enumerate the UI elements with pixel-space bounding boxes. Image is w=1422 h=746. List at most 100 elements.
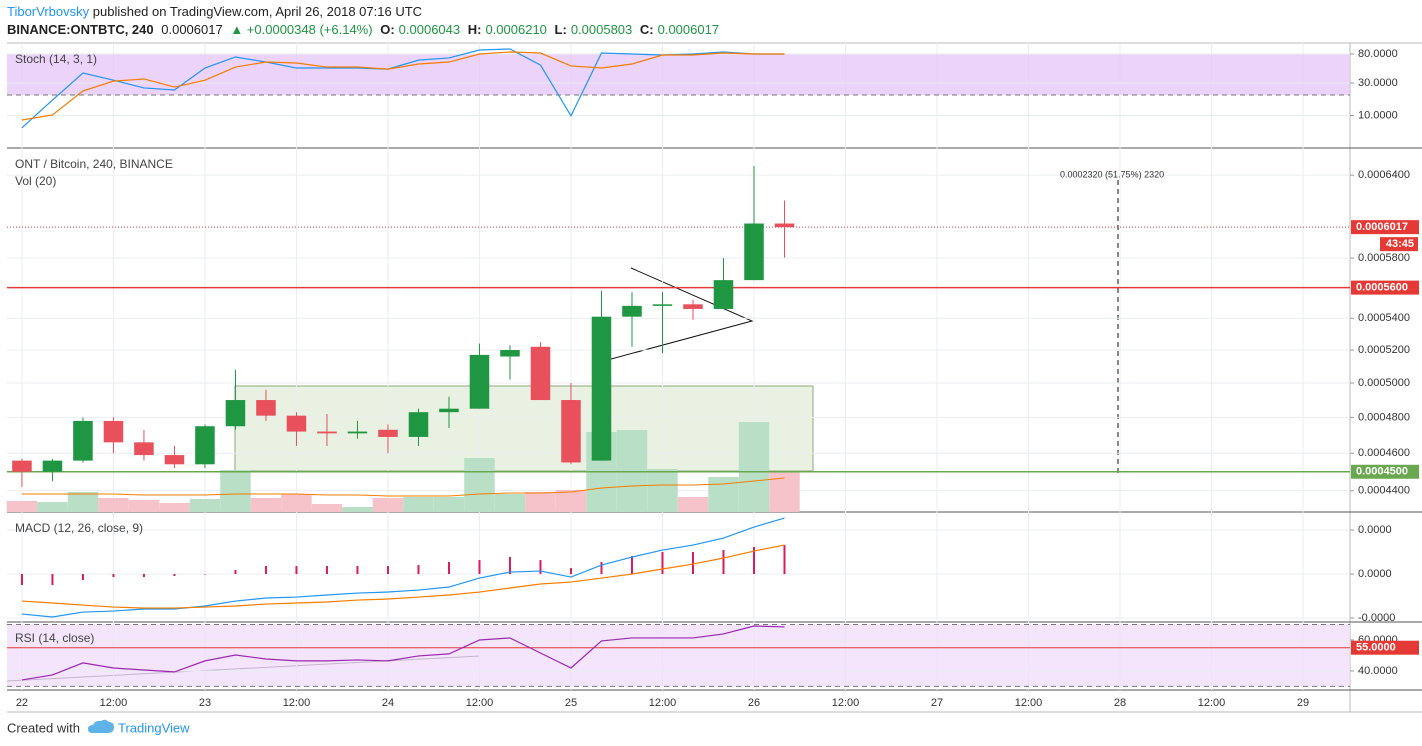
last-price-label: 0.0006017 <box>1356 221 1408 233</box>
header-line: TiborVrbovsky published on TradingView.c… <box>7 4 426 19</box>
volume-bar <box>189 499 221 512</box>
volume-bar <box>372 498 404 512</box>
candle-body <box>591 316 612 461</box>
histogram-bar <box>203 574 206 575</box>
candle-body <box>12 460 32 472</box>
series-line <box>21 544 785 609</box>
level-label: 0.0005600 <box>1356 282 1408 294</box>
histogram-bar <box>325 566 328 575</box>
published: published on TradingView.com, April 26, … <box>92 4 423 19</box>
ohlc-value: 0.0006043 <box>398 22 461 37</box>
histogram-bar <box>478 560 481 575</box>
measure-annotation: 0.0002320 (51.75%) 2320 <box>1060 169 1164 179</box>
x-tick-label: 12:00 <box>1198 697 1226 709</box>
y-tick-label: 0.0005400 <box>1358 312 1410 324</box>
logo-icon <box>88 719 114 733</box>
x-tick-label: 24 <box>382 697 394 709</box>
volume-bar <box>281 494 312 512</box>
last-price-box <box>1351 220 1419 235</box>
pane-title: Stoch (14, 3, 1) <box>15 52 97 66</box>
histogram-bar <box>539 560 542 575</box>
candle-body <box>561 400 581 463</box>
series-line <box>21 51 785 121</box>
y-tick-label: 30.0000 <box>1358 77 1398 89</box>
x-tick-label: 12:00 <box>100 697 128 709</box>
y-tick-label: -0.0000 <box>1358 612 1395 624</box>
y-tick-label: 0.0000 <box>1358 568 1392 580</box>
histogram-bar <box>112 574 115 578</box>
histogram-bar <box>386 566 389 575</box>
x-tick-label: 12:00 <box>466 697 494 709</box>
volume-bar <box>37 502 68 512</box>
level-label-box <box>1351 280 1419 295</box>
countdown-label: 43:45 <box>1386 238 1414 250</box>
footer-brand[interactable]: TradingView <box>118 720 190 735</box>
y-tick-label: 10.0000 <box>1358 109 1398 121</box>
footer-created: Created with <box>7 720 80 735</box>
histogram-bar <box>173 574 176 577</box>
volume-bar <box>311 504 343 512</box>
volume-bar <box>433 497 465 512</box>
x-tick-label: 12:00 <box>1015 697 1043 709</box>
volume-bar <box>220 470 251 512</box>
volume-bar <box>250 498 282 512</box>
histogram-bar <box>783 545 786 575</box>
candle-body <box>530 346 551 401</box>
histogram-bar <box>691 552 694 575</box>
histogram-bar <box>661 552 664 575</box>
ohlc-key: H: <box>467 22 482 37</box>
x-tick-label: 29 <box>1297 697 1309 709</box>
last-price: 0.0006017 <box>161 22 223 37</box>
x-tick-label: 23 <box>199 697 211 709</box>
band-fill <box>7 624 1350 687</box>
histogram-bar <box>630 556 633 575</box>
x-tick-label: 25 <box>565 697 577 709</box>
band-fill <box>7 53 1350 96</box>
ohlc-key: L: <box>554 22 567 37</box>
candle-body <box>134 442 154 456</box>
ohlc-value: 0.0006210 <box>485 22 547 37</box>
candle-body <box>73 420 93 461</box>
histogram-bar <box>264 566 267 575</box>
histogram-bar <box>356 566 359 575</box>
y-tick-label: 0.0004800 <box>1358 411 1410 423</box>
candle-body <box>652 304 673 306</box>
range-box <box>234 385 814 472</box>
change: ▲ +0.0000348 (+6.14%) <box>230 22 373 37</box>
series-line <box>21 625 785 681</box>
histogram-bar <box>417 565 420 575</box>
x-tick-label: 12:00 <box>832 697 860 709</box>
author[interactable]: TiborVrbovsky <box>7 4 90 19</box>
ohlc-key: C: <box>639 22 654 37</box>
volume-bar <box>677 497 709 512</box>
y-tick-label: 0.0004600 <box>1358 447 1410 459</box>
histogram-bar <box>569 568 572 575</box>
candle-body <box>103 420 124 443</box>
candle-body <box>744 223 764 281</box>
candle-body <box>225 400 246 427</box>
pane-title: RSI (14, close) <box>15 631 94 645</box>
histogram-bar <box>234 570 237 575</box>
countdown-box <box>1380 237 1418 252</box>
x-tick-label: 28 <box>1114 697 1126 709</box>
volume-bar <box>464 458 495 512</box>
histogram-bar <box>722 550 725 575</box>
y-tick-label: 0.0000 <box>1358 524 1392 536</box>
pane-title: ONT / Bitcoin, 240, BINANCE <box>15 157 173 171</box>
volume-bar <box>708 477 739 512</box>
pane-title: MACD (12, 26, close, 9) <box>15 521 143 535</box>
symbol-line: BINANCE:ONTBTC, 240 0.0006017 ▲ +0.00003… <box>7 22 723 37</box>
volume-bar <box>525 492 556 512</box>
candle-body <box>42 460 63 472</box>
candle-body <box>683 304 703 309</box>
candle-body <box>164 455 185 465</box>
candle-body <box>469 354 490 409</box>
candle-body <box>195 426 215 465</box>
level-label: 0.0004500 <box>1356 466 1408 478</box>
x-tick-label: 12:00 <box>283 697 311 709</box>
volume-bar <box>555 490 587 512</box>
histogram-bar <box>81 574 84 581</box>
y-tick-label: 40.0000 <box>1358 665 1398 677</box>
